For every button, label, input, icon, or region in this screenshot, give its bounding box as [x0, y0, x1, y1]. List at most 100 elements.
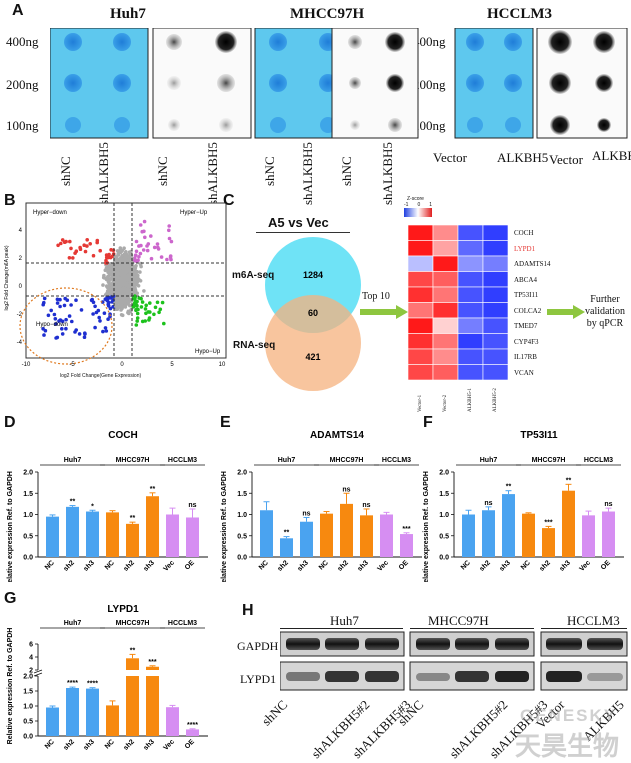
scatter-point — [54, 336, 58, 340]
scatter-point — [59, 241, 63, 246]
quadrant-scatter-plot: Hyper−down Hyper−Up Hypo−down Hypo−Up -1… — [4, 202, 227, 368]
scatter-point — [93, 325, 97, 330]
dot-label: shALKBH5 — [205, 142, 220, 205]
dot-blot-membranes — [50, 28, 628, 139]
scatter-point — [106, 302, 110, 307]
scatter-point — [42, 296, 47, 301]
significance-label: ** — [150, 486, 156, 493]
y-tick-label: 1.5 — [23, 689, 33, 696]
zscore-colorbar — [404, 208, 432, 217]
scatter-point — [139, 264, 143, 269]
scatter-point — [101, 283, 105, 287]
scatter-point — [110, 285, 115, 289]
scatter-point — [64, 239, 68, 244]
wb-title-hcclm3: HCCLM3 — [567, 613, 620, 628]
scatter-point — [42, 333, 46, 337]
heatmap-gene-label: COCH — [514, 229, 534, 237]
x-tick: -10 — [22, 362, 31, 368]
dot-label: shNC — [155, 156, 170, 186]
zscore-ticks: -1 0 1 — [404, 202, 432, 208]
bar — [186, 517, 199, 557]
scatter-point — [55, 301, 60, 305]
scatter-point — [83, 331, 87, 335]
wb-group-line — [541, 628, 627, 629]
significance-label: **** — [87, 681, 98, 688]
category-label: sh2 — [62, 559, 76, 573]
significance-label: * — [91, 503, 94, 510]
scatter-point — [77, 332, 82, 336]
dot-label: ALKBH5 — [497, 150, 549, 165]
scatter-point — [135, 270, 139, 274]
bar — [502, 494, 515, 557]
scatter-point — [67, 314, 72, 318]
y-tick-label: 1.0 — [23, 512, 33, 519]
heatmap-cell — [457, 286, 484, 303]
heatmap-cell — [457, 364, 484, 381]
scatter-point — [60, 327, 64, 331]
scatter-point — [135, 319, 139, 323]
x-tick: 5 — [170, 362, 174, 368]
scatter-point — [167, 236, 172, 241]
scatter-point — [95, 238, 100, 243]
scatter-point — [114, 304, 118, 308]
y-tick-label: 4 — [29, 655, 33, 662]
heatmap-cell — [482, 348, 509, 365]
significance-label: *** — [402, 526, 410, 533]
bar-chart-tp53i11: TP53I11 0.0 0.5 1.0 1.5 2.0 Relative expressio… — [423, 430, 624, 582]
scatter-point — [135, 299, 139, 304]
scatter-point — [124, 274, 129, 279]
scatter-point — [121, 259, 125, 263]
scatter-point — [158, 307, 163, 312]
scatter-point — [120, 306, 124, 311]
y-tick-label: 0.5 — [23, 719, 33, 726]
scatter-point — [131, 305, 136, 309]
heatmap-cell — [482, 286, 509, 303]
bar — [562, 490, 575, 557]
dot-label: shALKBH5 — [380, 142, 395, 205]
scatter-point — [143, 235, 147, 240]
heatmap-cell — [432, 286, 459, 303]
dot-label: shALKBH5 — [300, 142, 315, 205]
heatmap-gene-label: ADAMTS14 — [514, 260, 551, 268]
scatter-point — [64, 317, 68, 322]
wb-protein-gapdh: GAPDH — [237, 639, 279, 653]
category-label: sh3 — [82, 738, 96, 752]
heatmap-cell — [432, 348, 459, 365]
y-axis-label: Relative expression Ref. to GAPDH — [7, 628, 14, 745]
category-label: Vec — [162, 738, 176, 752]
y-axis-label: Relative expression Ref. to GAPDH — [221, 471, 228, 582]
heatmap-cell — [432, 317, 459, 334]
scatter-point — [78, 245, 82, 250]
scatter-point — [132, 301, 137, 306]
scatter-point — [117, 251, 121, 255]
heatmap-cell — [432, 333, 459, 350]
scatter-point — [118, 282, 123, 286]
bar — [46, 707, 59, 736]
scatter-point — [67, 256, 72, 260]
scatter-point — [108, 255, 113, 260]
scatter-point — [145, 248, 150, 253]
significance-label: ns — [302, 510, 310, 517]
watermark-cn: 天昊生物 — [515, 731, 620, 761]
heatmap-cell — [482, 255, 509, 272]
bar-chart-adamts14: ADAMTS14 0.0 0.5 1.0 1.5 2.0 Relative expressi… — [221, 430, 422, 582]
x-axis-label: log2 Fold Change(Gene Expression) — [60, 373, 142, 379]
scatter-point — [127, 250, 132, 254]
scatter-point — [148, 301, 152, 305]
bar — [186, 729, 199, 736]
category-label: NC — [258, 559, 270, 571]
scatter-point — [134, 249, 139, 254]
scatter-point — [102, 311, 107, 315]
scatter-point — [49, 308, 53, 313]
heatmap-cell — [482, 225, 509, 241]
group-label: HCCLM3 — [584, 457, 613, 464]
bar — [106, 705, 119, 736]
heatmap-cell — [457, 302, 484, 319]
y-tick: -4 — [17, 340, 23, 346]
scatter-point — [114, 286, 119, 291]
significance-label: ** — [566, 477, 572, 484]
bar — [522, 513, 535, 557]
heatmap-cell — [482, 240, 509, 257]
panel-label-a: A — [12, 2, 24, 19]
bar — [46, 516, 59, 557]
